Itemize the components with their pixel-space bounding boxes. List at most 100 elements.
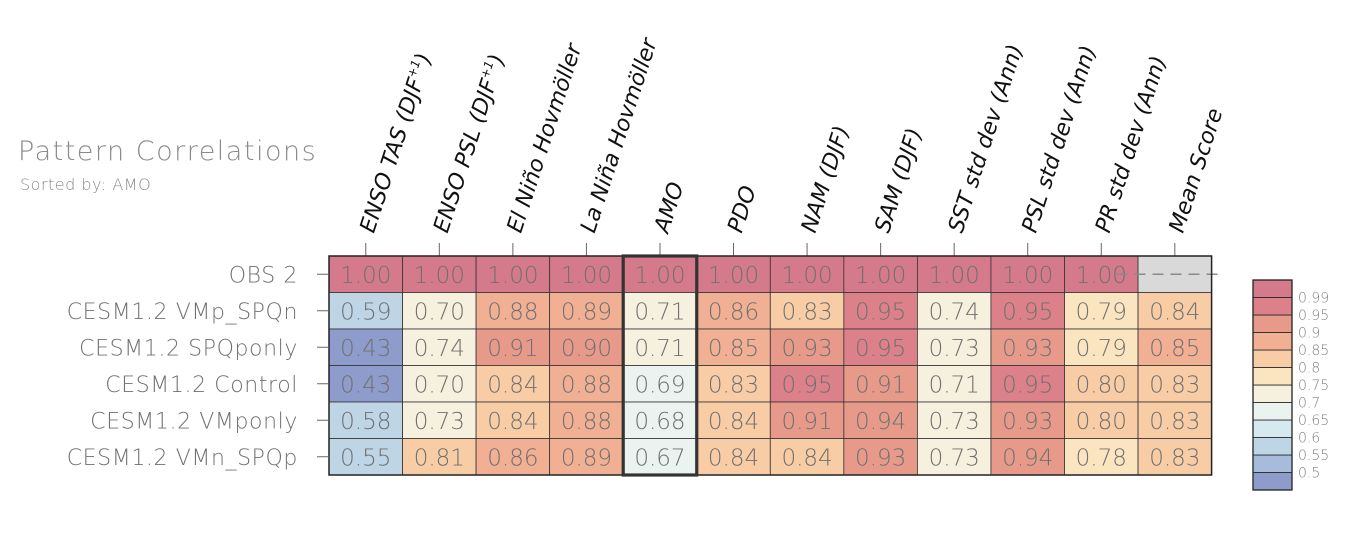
heatmap-cell xyxy=(475,438,551,476)
heatmap-cell xyxy=(1137,328,1213,366)
heatmap-cell xyxy=(1137,401,1213,439)
heatmap-cell xyxy=(696,365,771,403)
cell-value-label: 0.84 xyxy=(487,409,538,435)
colorbar-swatch xyxy=(1252,437,1293,456)
cell-value-label: 0.74 xyxy=(929,299,980,325)
cell-value-label: 0.43 xyxy=(340,372,391,398)
cell-value-label: 1.00 xyxy=(781,263,832,289)
colorbar-tick-label: 0.65 xyxy=(1298,413,1329,429)
cell-value-label: 1.00 xyxy=(634,263,685,289)
colorbar-tick-label: 0.99 xyxy=(1298,291,1329,307)
cell-value-label: 0.91 xyxy=(487,336,538,362)
grid-frame xyxy=(328,255,1213,476)
cell-value-label: 0.89 xyxy=(561,445,612,471)
heatmap-cell xyxy=(917,401,992,439)
heatmap-cell xyxy=(475,401,551,439)
cell-value-label: 0.84 xyxy=(781,445,832,471)
heatmap-cell xyxy=(622,328,698,366)
cell-value-label: 0.71 xyxy=(634,336,685,362)
heatmap-cell xyxy=(622,438,698,476)
cell-value-label: 0.94 xyxy=(855,409,906,435)
heatmap-cell xyxy=(696,292,771,330)
heatmap-cell xyxy=(1137,292,1213,330)
cell-value-label: 0.84 xyxy=(1149,299,1200,325)
colorbar-swatch xyxy=(1252,349,1293,368)
heatmap-cell xyxy=(622,401,698,439)
heatmap-cell xyxy=(696,438,771,476)
heatmap-cell xyxy=(1137,438,1213,476)
column-header: SST std dev (Ann) xyxy=(944,41,1028,235)
column-header: La Niña Hovmöller xyxy=(576,34,663,236)
heatmap-cell xyxy=(990,292,1065,330)
colorbar-swatch xyxy=(1252,419,1293,438)
cell-value-label: 0.78 xyxy=(1076,445,1127,471)
colorbar-swatch xyxy=(1252,314,1293,333)
heatmap-cell xyxy=(1137,365,1213,403)
cell-value-label: 0.79 xyxy=(1076,299,1127,325)
cell-value-label: 0.95 xyxy=(1002,372,1053,398)
chart-subtitle: Sorted by: AMO xyxy=(20,175,151,194)
row-label: CESM1.2 Control xyxy=(105,373,298,398)
row-label: CESM1.2 SPQponly xyxy=(79,336,298,361)
colorbar-tick-label: 0.75 xyxy=(1298,378,1329,394)
cell-value-label: 1.00 xyxy=(929,263,980,289)
heatmap-cell xyxy=(549,401,624,439)
heatmap-cell xyxy=(917,438,992,476)
cell-value-label: 0.86 xyxy=(708,299,759,325)
cell-value-label: 0.71 xyxy=(634,299,685,325)
row-label: OBS 2 xyxy=(229,263,298,288)
heatmap-cell xyxy=(769,438,845,476)
cell-value-label: 0.93 xyxy=(855,445,906,471)
cell-value-label: 0.68 xyxy=(634,409,685,435)
colorbar-swatch xyxy=(1252,332,1293,351)
heatmap-cells: 1.00 1.00 1.00 1.00 1.00 1.00 1.00 1.00 1.00 1.00… xyxy=(328,254,1220,477)
cell-value-label: 0.79 xyxy=(1076,336,1127,362)
cell-value-label: 0.59 xyxy=(340,299,391,325)
heatmap-cell xyxy=(990,401,1065,439)
cell-value-label: 0.73 xyxy=(929,445,980,471)
cell-value-label: 1.00 xyxy=(561,263,612,289)
heatmap-cell xyxy=(328,365,403,403)
column-header: ENSO TAS (DJF+1) xyxy=(355,50,438,236)
cell-value-label: 0.95 xyxy=(1002,299,1053,325)
colorbar-swatch xyxy=(1252,367,1293,386)
heatmap-cell xyxy=(475,328,551,366)
colorbar-frame xyxy=(1252,279,1293,491)
cell-value-label: 0.80 xyxy=(1076,409,1127,435)
cell-value-label: 0.74 xyxy=(414,336,465,362)
colorbar-swatch xyxy=(1252,454,1293,473)
heatmap-cell xyxy=(843,328,918,366)
cell-value-label: 0.83 xyxy=(1149,445,1200,471)
heatmap-cell xyxy=(549,365,624,403)
cell-value-label: 0.70 xyxy=(414,299,465,325)
heatmap-cell xyxy=(990,365,1065,403)
column-header: PSL std dev (Ann) xyxy=(1018,43,1102,236)
heatmap-cell xyxy=(917,365,992,403)
cell-value-label: 0.93 xyxy=(781,336,832,362)
cell-value-label: 0.43 xyxy=(340,336,391,362)
cell-value-label: 0.88 xyxy=(561,409,612,435)
cell-value-label: 0.83 xyxy=(781,299,832,325)
row-labels: OBS 2 CESM1.2 VMp_SPQn CESM1.2 SPQponly CES… xyxy=(67,263,329,471)
heatmap-cell xyxy=(843,292,918,330)
heatmap-cell xyxy=(402,365,477,403)
cell-value-label: 0.91 xyxy=(855,372,906,398)
cell-value-label: 0.95 xyxy=(781,372,832,398)
cell-value-label: 0.94 xyxy=(1002,445,1053,471)
row-label: CESM1.2 VMp_SPQn xyxy=(67,300,298,325)
colorbar-tick-label: 0.6 xyxy=(1298,431,1320,447)
heatmap-cell xyxy=(328,438,403,476)
colorbar-tick-label: 0.85 xyxy=(1298,343,1329,359)
cell-value-label: 1.00 xyxy=(1002,263,1053,289)
row-label: CESM1.2 VMponly xyxy=(90,409,298,434)
chart-title: Pattern Correlations xyxy=(18,136,317,167)
cell-value-label: 0.73 xyxy=(929,409,980,435)
cell-value-label: 1.00 xyxy=(487,263,538,289)
cell-value-label: 0.84 xyxy=(708,445,759,471)
colorbar-tick-label: 0.55 xyxy=(1298,448,1329,464)
cell-value-label: 0.95 xyxy=(855,299,906,325)
heatmap-cell xyxy=(328,255,403,293)
column-header: El Niño Hovmöller xyxy=(503,39,588,236)
cell-value-label: 0.88 xyxy=(487,299,538,325)
